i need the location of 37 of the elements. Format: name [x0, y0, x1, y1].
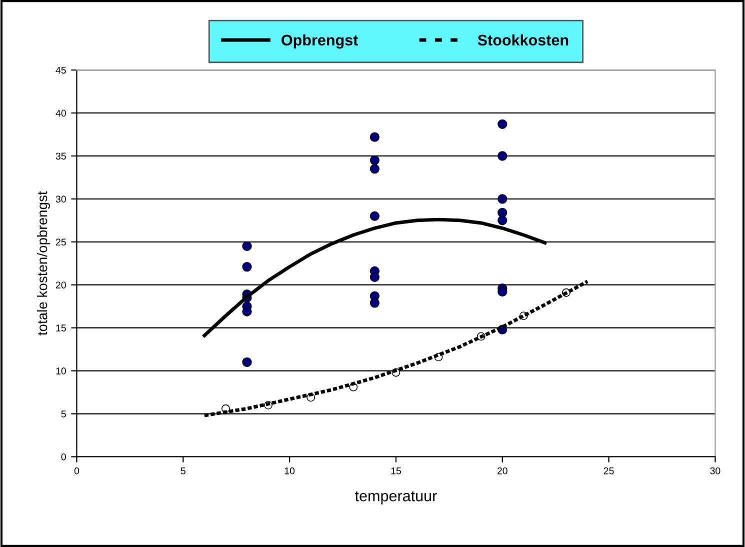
y-tick-label: 5	[61, 410, 66, 418]
x-tick-label: 10	[284, 467, 295, 474]
legend-label: Stookkosten	[478, 34, 568, 46]
y-tick-label: 20	[56, 282, 66, 288]
x-tick-label: 30	[710, 467, 720, 474]
x-tick-label: 25	[604, 467, 614, 474]
point	[370, 132, 380, 142]
y-axis-title: totale kosten/opbrengst	[37, 191, 50, 336]
y-tick-label: 30	[56, 196, 66, 203]
point	[242, 357, 252, 368]
point	[370, 272, 380, 282]
y-tick-label: 0	[61, 453, 66, 460]
point	[242, 262, 252, 272]
point	[242, 241, 252, 252]
x-tick-label: 20	[497, 467, 508, 474]
point	[498, 216, 508, 226]
y-tick-label: 40	[56, 110, 66, 117]
x-axis-title: temperatuur	[355, 491, 437, 504]
y-tick-label: 45	[56, 66, 66, 74]
y-tick-label: 10	[56, 368, 66, 374]
point	[498, 119, 508, 129]
point	[498, 151, 508, 161]
point	[370, 211, 380, 221]
point	[370, 155, 380, 166]
x-tick-label: 15	[391, 468, 401, 474]
x-tick-label: 0	[74, 467, 80, 474]
point	[370, 164, 380, 174]
x-tick-label: 5	[180, 468, 186, 474]
point	[242, 306, 252, 316]
point	[498, 208, 508, 218]
y-tick-label: 35	[56, 152, 66, 160]
point	[498, 194, 508, 204]
y-tick-label: 15	[56, 324, 66, 332]
legend-label: Opbrengst	[282, 34, 358, 49]
y-tick-label: 25	[56, 238, 66, 246]
point	[370, 298, 380, 308]
point	[498, 286, 508, 297]
